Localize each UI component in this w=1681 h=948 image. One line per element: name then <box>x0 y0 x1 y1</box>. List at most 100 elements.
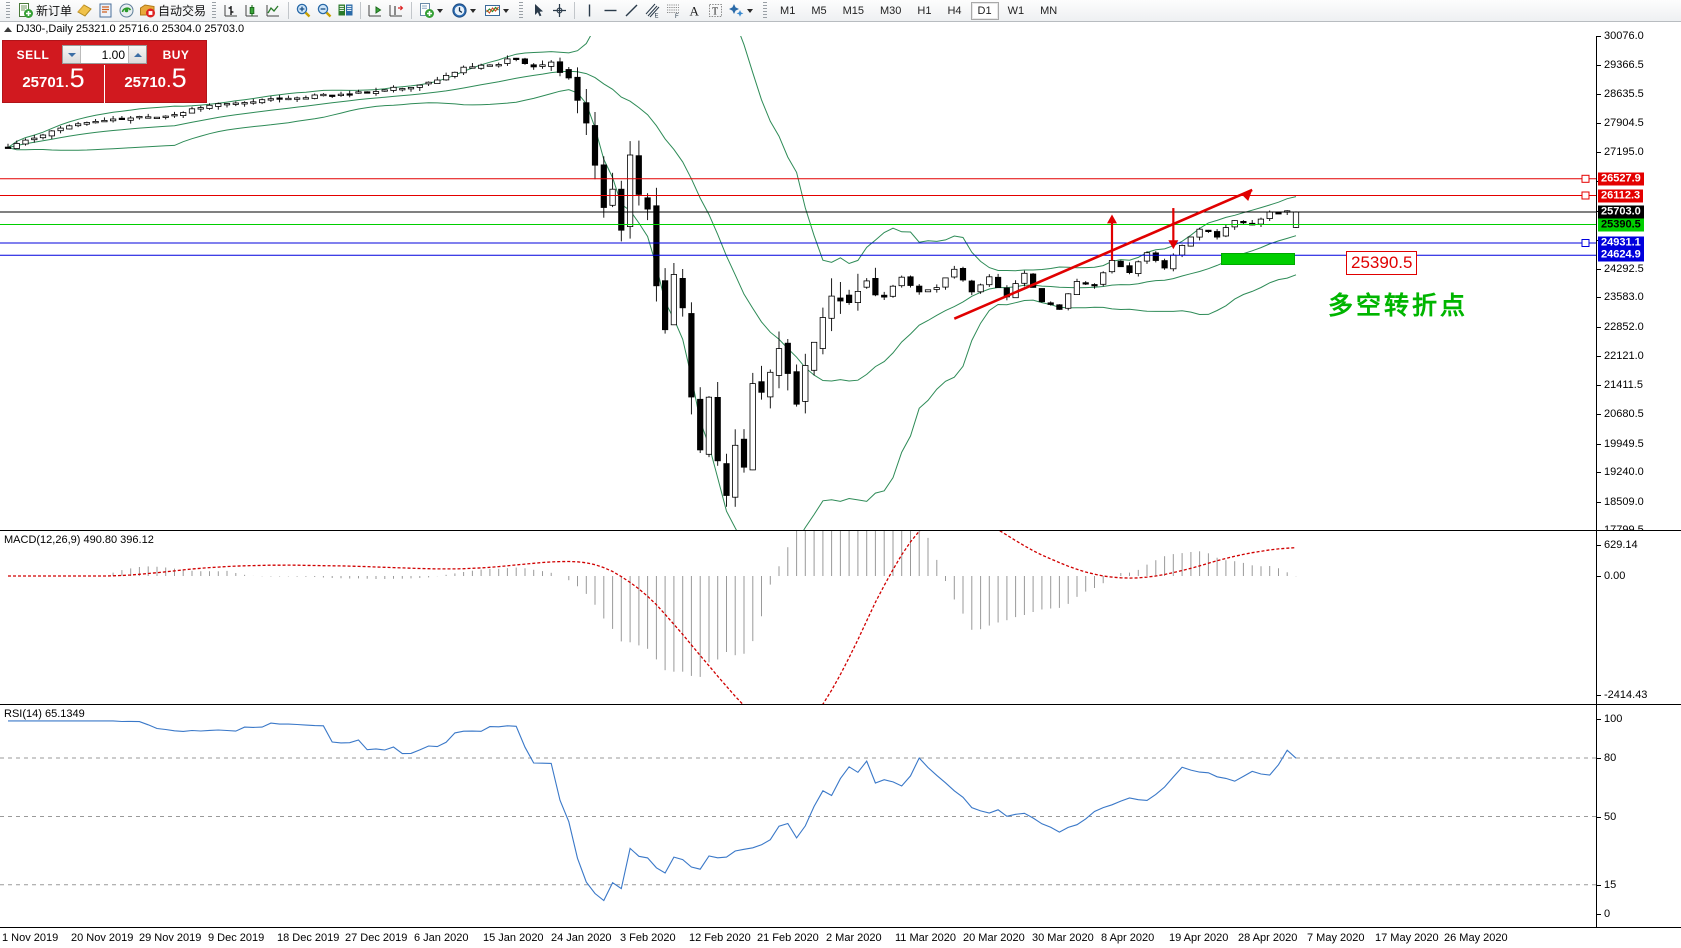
one-click-trading-panel[interactable]: SELL 1.00 BUY 25701 . 5 25710 . 5 <box>2 40 207 103</box>
text-tool[interactable]: A <box>684 1 705 21</box>
timeframe-d1[interactable]: D1 <box>970 1 999 20</box>
arrow-cursor-icon <box>530 2 547 19</box>
template-icon <box>418 2 435 19</box>
sell-price-separator: . <box>65 75 69 90</box>
date-tick-label: 18 Dec 2019 <box>277 932 340 944</box>
metaeditor-icon <box>76 2 93 19</box>
trendline-tool[interactable] <box>621 1 642 21</box>
macd-axis[interactable]: 629.14 0.00 -2414.43 <box>1596 531 1681 704</box>
auto-trading-label: 自动交易 <box>158 4 207 18</box>
timeframe-m1[interactable]: M1 <box>780 4 796 17</box>
fibonacci-tool[interactable]: F <box>663 1 684 21</box>
price-axis[interactable]: 30076.0 29366.5 28635.5 27904.5 27195.0 24292… <box>1596 30 1681 536</box>
buy-price-integer: 25710 <box>124 74 167 91</box>
bar-chart-button[interactable] <box>221 1 242 21</box>
rsi-pane[interactable]: RSI(14) 65.1349 100 80 50 15 0 <box>0 704 1681 927</box>
price-plot[interactable]: 多空转折点 <box>0 36 1596 530</box>
toolbar-grip-4[interactable] <box>762 2 770 19</box>
trendline-icon <box>623 2 640 19</box>
price-level-tag-5[interactable]: 24624.9 <box>1598 248 1644 262</box>
indicators-dropdown-caret[interactable] <box>503 8 510 13</box>
price-level-tag-4[interactable]: 24931.1 <box>1598 236 1644 250</box>
sell-button[interactable]: 25701 . 5 <box>3 65 105 103</box>
date-tick-label: 30 Mar 2020 <box>1032 932 1094 944</box>
template-dropdown-caret[interactable] <box>437 8 444 13</box>
fibonacci-icon: F <box>665 2 682 20</box>
buy-label: BUY <box>162 47 190 62</box>
volume-decrease-button[interactable] <box>63 46 81 63</box>
candlestick-chart-button[interactable] <box>242 1 263 21</box>
timeframe-mn[interactable]: MN <box>1040 4 1058 17</box>
vertical-line-tool[interactable] <box>579 1 600 21</box>
date-tick-label: 19 Apr 2020 <box>1169 932 1229 944</box>
toolbar-grip-3[interactable] <box>518 2 526 19</box>
text-icon: A <box>686 2 703 19</box>
volume-increase-button[interactable] <box>128 46 146 63</box>
timeframe-h4[interactable]: H4 <box>947 4 962 17</box>
shapes-dropdown-caret[interactable] <box>747 8 754 13</box>
price-level-tag-0[interactable]: 26527.9 <box>1598 172 1644 186</box>
macd-plot[interactable] <box>0 531 1596 704</box>
rsi-plot[interactable] <box>0 705 1596 927</box>
macd-label: MACD(12,26,9) 490.80 396.12 <box>4 534 154 546</box>
zoom-in-button[interactable] <box>293 1 314 21</box>
price-level-tag-1[interactable]: 26112.3 <box>1598 189 1644 202</box>
line-chart-button[interactable] <box>263 1 284 21</box>
price-tick-label: 19949.5 <box>1604 437 1644 450</box>
market-watch-button[interactable] <box>116 1 137 21</box>
zoom-out-button[interactable] <box>314 1 335 21</box>
volume-input[interactable]: 1.00 <box>101 48 125 62</box>
timeframe-m15[interactable]: M15 <box>842 4 864 17</box>
crosshair-tool[interactable] <box>549 1 570 21</box>
price-tick-label: 23583.0 <box>1604 291 1644 304</box>
macd-pane[interactable]: MACD(12,26,9) 490.80 396.12 629.14 0.00 -2… <box>0 530 1681 704</box>
bar-chart-icon <box>223 2 240 19</box>
toolbar-grip[interactable] <box>5 2 12 19</box>
date-tick-label: 11 Mar 2020 <box>895 932 956 944</box>
new-order-button[interactable]: 新订单 <box>15 1 74 21</box>
price-level-tag-2[interactable]: 25703.0 <box>1598 205 1644 219</box>
toolbar-grip-2[interactable] <box>211 2 219 19</box>
buy-button[interactable]: 25710 . 5 <box>105 65 206 103</box>
equidistant-channel-tool[interactable]: E <box>642 1 663 21</box>
metaeditor-button[interactable] <box>74 1 95 21</box>
date-tick-label: 21 Feb 2020 <box>757 932 819 944</box>
price-tick-label: 29366.5 <box>1604 58 1644 71</box>
data-window-icon <box>337 2 354 19</box>
zoom-out-icon <box>316 2 333 19</box>
collapse-triangle-icon[interactable] <box>4 26 12 32</box>
auto-scroll-button[interactable] <box>386 1 407 21</box>
timeframe-m30[interactable]: M30 <box>880 4 902 17</box>
timeframe-m5[interactable]: M5 <box>811 4 827 17</box>
period-button[interactable] <box>449 1 482 21</box>
price-pane[interactable]: 多空转折点 30076.0 29366.5 28635.5 27904.5 27195.… <box>0 30 1681 536</box>
rsi-axis[interactable]: 100 80 50 15 0 <box>1596 705 1681 927</box>
date-tick-label: 1 Nov 2019 <box>2 932 59 944</box>
chart-shift-button[interactable] <box>365 1 386 21</box>
price-level-tag-3[interactable]: 25390.5 <box>1598 218 1644 231</box>
new-template-button[interactable] <box>416 1 449 21</box>
period-dropdown-caret[interactable] <box>470 8 477 13</box>
price-tick-label: 21411.5 <box>1604 378 1643 391</box>
indicators-button[interactable] <box>482 1 515 21</box>
strategy-tester-button[interactable] <box>95 1 116 21</box>
timeframe-h1[interactable]: H1 <box>917 4 932 17</box>
price-tick-label: 20680.5 <box>1604 408 1644 421</box>
data-window-button[interactable] <box>335 1 356 21</box>
date-tick-label: 7 May 2020 <box>1307 932 1365 944</box>
cursor-tool[interactable] <box>528 1 549 21</box>
timeframe-w1[interactable]: W1 <box>1007 4 1025 17</box>
date-axis[interactable]: 1 Nov 2019 20 Nov 2019 29 Nov 2019 9 Dec 20… <box>0 927 1681 948</box>
auto-trading-button[interactable]: 自动交易 <box>137 1 208 21</box>
horizontal-line-tool[interactable] <box>600 1 621 21</box>
date-tick-label: 24 Jan 2020 <box>551 932 612 944</box>
auto-trading-icon <box>139 2 156 19</box>
chart-shift-icon <box>367 2 384 19</box>
price-tick-label: 24292.5 <box>1604 262 1644 275</box>
green-zone-annotation[interactable] <box>1221 253 1295 265</box>
text-label-tool[interactable]: T <box>705 1 726 21</box>
channel-icon: E <box>644 2 661 20</box>
vertical-line-icon <box>581 2 598 19</box>
shapes-tool[interactable] <box>726 1 759 21</box>
volume-stepper[interactable]: 1.00 <box>62 45 147 64</box>
